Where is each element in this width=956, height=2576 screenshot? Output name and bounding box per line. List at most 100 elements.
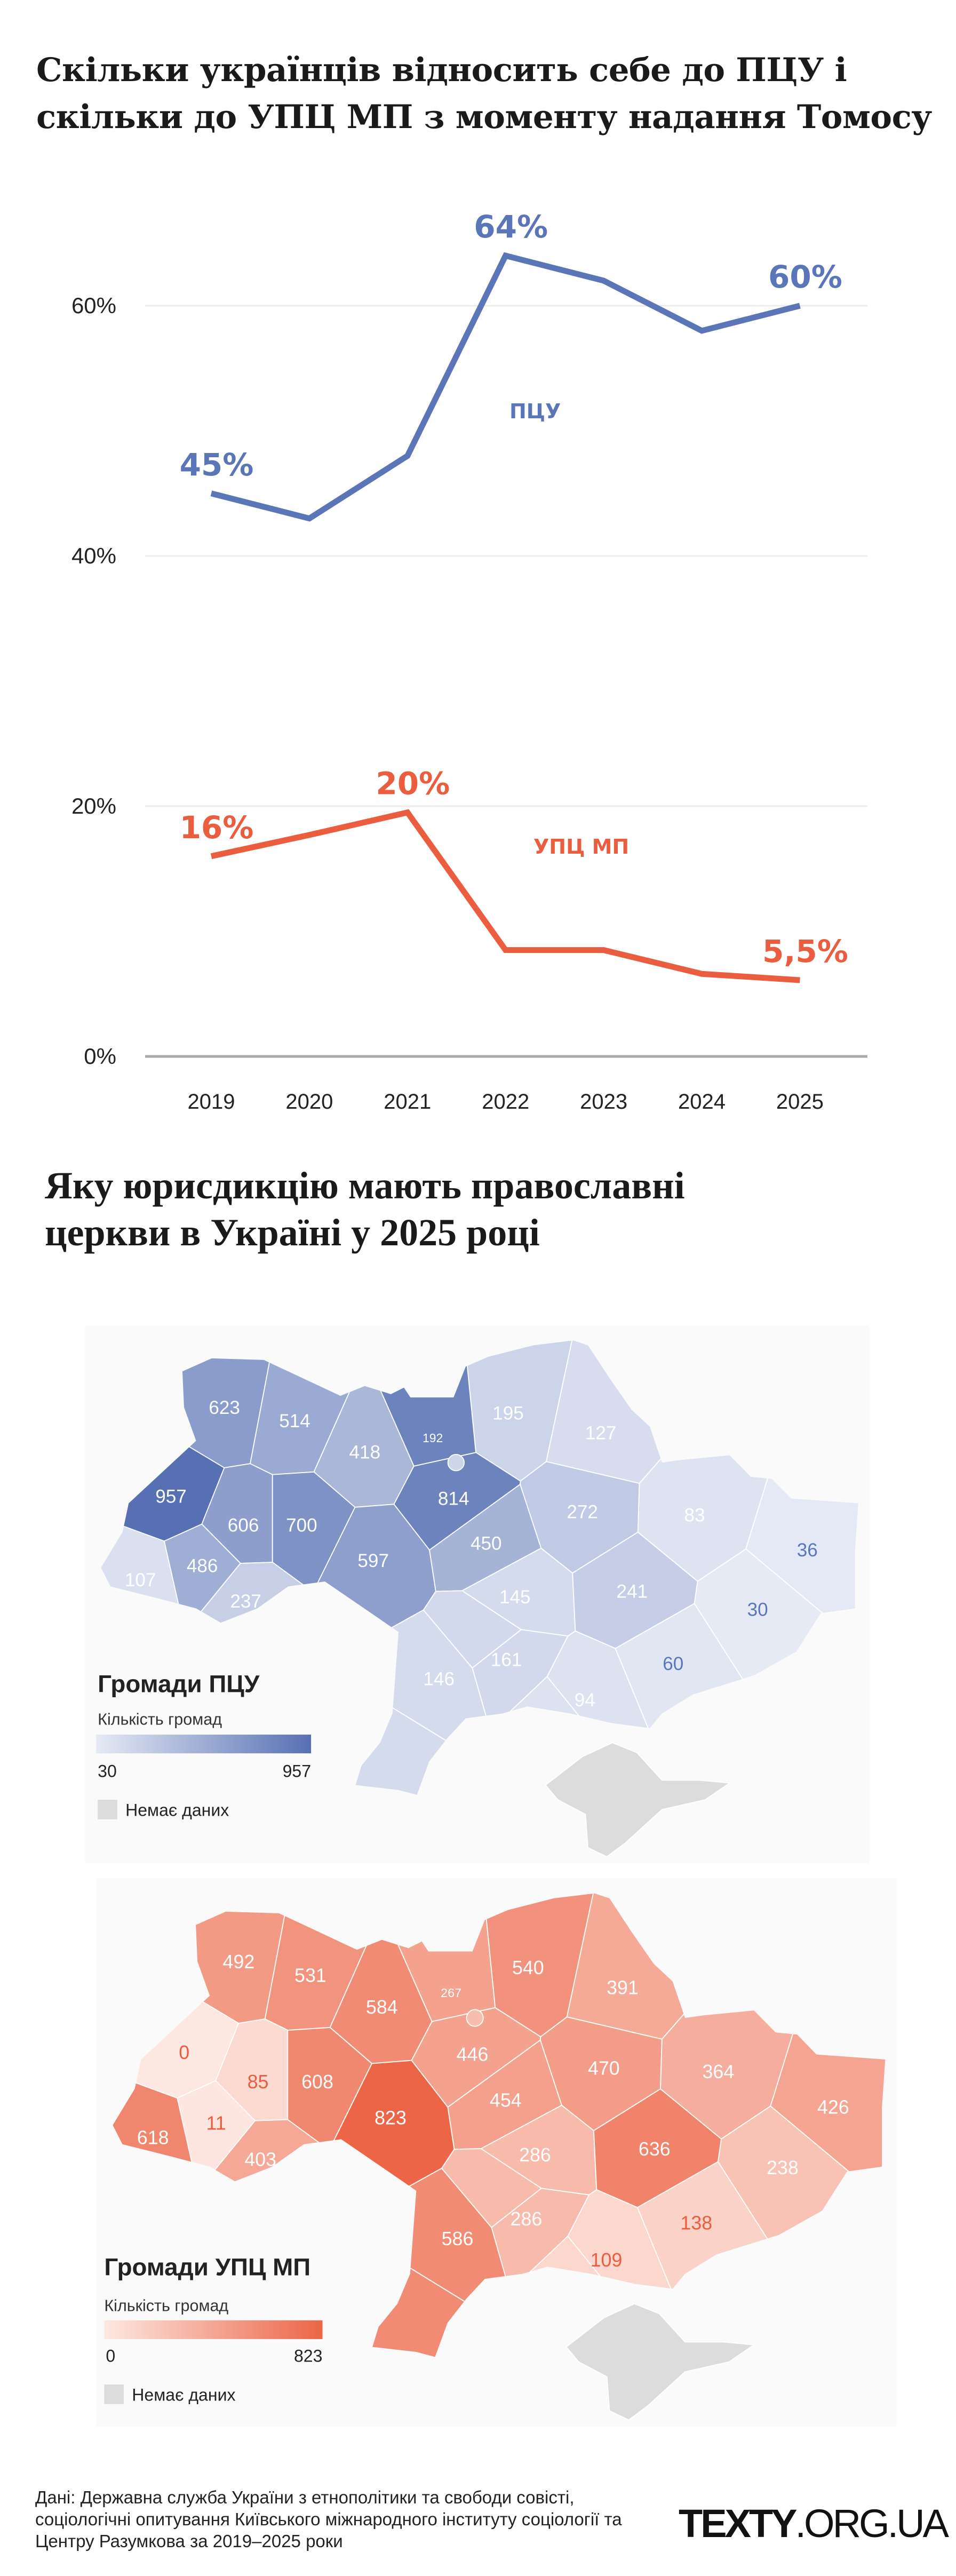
y-tick-label: 0% [84, 1044, 116, 1069]
region-value-label: 146 [423, 1669, 455, 1690]
data-label: 60% [768, 259, 842, 295]
legend-pcu: Громади ПЦУ Кількість громад 30 957 Немає да… [96, 1671, 312, 1820]
source-line: соціологічні опитування Київського міжна… [35, 2509, 622, 2529]
region-value-label: 272 [567, 1501, 598, 1522]
data-label: 20% [376, 766, 450, 802]
legend-max-label: 823 [294, 2346, 322, 2365]
region-value-label: 241 [617, 1581, 648, 1602]
region-value-label: 608 [301, 2071, 333, 2093]
no-data-label: Немає даних [132, 2386, 235, 2405]
x-tick-label: 2024 [678, 1090, 726, 1114]
map-section-title: Яку юрисдикцію мають православні церкви … [45, 1162, 685, 1256]
region-value-label: 238 [767, 2157, 799, 2179]
region-value-label: 700 [286, 1515, 317, 1536]
kyiv-city-value-label: 267 [441, 1986, 461, 2000]
no-data-label: Немає даних [125, 1801, 229, 1820]
series-line-pcu [210, 252, 801, 522]
region-value-label: 364 [703, 2061, 735, 2082]
region-value-label: 531 [294, 1965, 326, 1986]
y-tick-label: 40% [71, 543, 116, 568]
map-title-line: Яку юрисдикцію мають православні [45, 1164, 685, 1207]
crimea-no-data-region [565, 2303, 755, 2421]
no-data-swatch [98, 1800, 117, 1819]
region-value-label: 286 [511, 2208, 543, 2230]
region-value-label: 11 [206, 2113, 226, 2134]
legend-title: Громади ПЦУ [98, 1671, 260, 1698]
legend-upc: Громади УПЦ МП Кількість громад 0 823 Немає … [104, 2254, 322, 2405]
region-value-label: 145 [499, 1587, 531, 1608]
legend-color-scale [104, 2320, 323, 2339]
legend-title: Громади УПЦ МП [104, 2254, 310, 2281]
region-value-label: 195 [492, 1403, 524, 1424]
map-upc: 492 531 584 540 391 0 85 608 446 470 364 426 454 823 1… [96, 1878, 897, 2427]
data-label: 64% [474, 209, 548, 245]
legend-min-label: 0 [106, 2346, 115, 2365]
x-tick-label: 2019 [188, 1090, 235, 1114]
oblast-region [423, 1590, 522, 1669]
region-value-label: 540 [512, 1957, 544, 1978]
data-label: 45% [180, 447, 254, 483]
x-tick-label: 2020 [285, 1090, 333, 1114]
series-line-upc [210, 809, 800, 983]
region-value-label: 823 [375, 2108, 407, 2129]
x-tick-label: 2025 [776, 1090, 824, 1114]
legend-subtitle: Кількість громад [104, 2297, 228, 2315]
region-value-label: 286 [519, 2144, 551, 2166]
kyiv-city-region [447, 1454, 465, 1472]
region-value-label: 623 [209, 1397, 240, 1418]
region-value-label: 514 [279, 1411, 310, 1432]
region-value-label: 636 [639, 2138, 671, 2160]
region-value-label: 94 [575, 1690, 595, 1711]
region-value-label: 107 [125, 1570, 156, 1591]
region-value-label: 403 [244, 2149, 276, 2170]
region-value-label: 418 [349, 1442, 381, 1462]
region-value-label: 470 [588, 2057, 620, 2079]
map-pcu: 623 514 418 195 127 957 606 700 814 272 83 36 450 597… [84, 1325, 870, 1864]
line-chart: 0% 20% 40% 60% 2019 2020 2021 2022 2023 2024 2025 4… [71, 209, 867, 1114]
y-tick-label: 60% [71, 293, 116, 318]
x-tick-label: 2023 [580, 1090, 627, 1114]
logo-domain: .ORG.UA [795, 2501, 949, 2546]
y-tick-label: 20% [71, 793, 116, 818]
chart-title-line: скільки до УПЦ МП з моменту надання Томо… [36, 98, 932, 136]
region-value-label: 36 [797, 1540, 818, 1561]
kyiv-city-value-label: 192 [423, 1431, 443, 1445]
series-name-label: ПЦУ [509, 400, 561, 423]
region-value-label: 161 [491, 1650, 522, 1671]
region-value-label: 85 [248, 2071, 269, 2093]
region-value-label: 0 [179, 2042, 189, 2063]
legend-color-scale [96, 1735, 312, 1754]
region-value-label: 391 [607, 1977, 639, 1999]
region-value-label: 450 [471, 1533, 502, 1554]
x-tick-label: 2021 [384, 1090, 431, 1114]
oblast-region [441, 2148, 543, 2228]
region-value-label: 446 [457, 2044, 489, 2065]
region-value-label: 83 [684, 1505, 705, 1526]
no-data-swatch [104, 2384, 124, 2404]
region-value-label: 237 [230, 1591, 261, 1612]
chart-title: Скільки українців відносить себе до ПЦУ … [36, 47, 932, 141]
region-value-label: 584 [366, 1997, 398, 2018]
region-value-label: 109 [591, 2249, 623, 2271]
region-value-label: 586 [442, 2228, 474, 2249]
region-value-label: 127 [585, 1423, 617, 1444]
choropleth-maps: 623 514 418 195 127 957 606 700 814 272 83 36 450 597… [84, 1325, 897, 2427]
region-value-label: 486 [187, 1556, 218, 1577]
logo-bold: TEXTY [679, 2501, 797, 2546]
region-value-label: 814 [438, 1488, 469, 1509]
data-label: 16% [180, 809, 254, 846]
crimea-no-data-region [545, 1742, 731, 1858]
chart-title-line: Скільки українців відносить себе до ПЦУ … [36, 51, 847, 89]
region-value-label: 138 [680, 2212, 712, 2233]
region-value-label: 492 [223, 1951, 255, 1973]
region-value-label: 454 [490, 2090, 522, 2111]
kyiv-city-region [466, 2009, 484, 2027]
region-value-label: 957 [155, 1486, 187, 1507]
legend-max-label: 957 [283, 1761, 311, 1780]
region-value-label: 426 [817, 2096, 849, 2118]
x-tick-label: 2022 [482, 1090, 529, 1114]
region-value-label: 597 [357, 1551, 389, 1571]
texty-logo[interactable]: TEXTY.ORG.UA [679, 2501, 949, 2546]
region-value-label: 606 [228, 1515, 259, 1536]
series-name-label: УПЦ МП [533, 835, 629, 858]
